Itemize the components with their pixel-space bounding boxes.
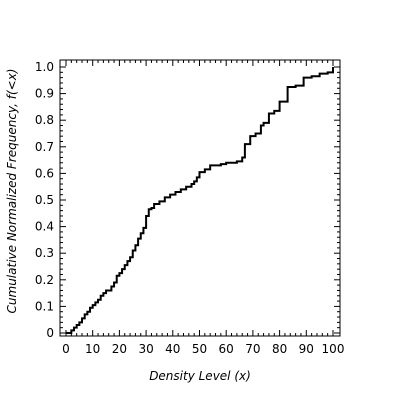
x-tick-label: 40 [165,342,180,356]
x-tick-label: 10 [85,342,100,356]
x-tick-labels: 0 10 20 30 40 50 60 70 80 90 100 [62,342,344,356]
y-tick-label: 0.7 [35,140,54,154]
x-tick-label: 50 [192,342,207,356]
plot-frame [59,59,341,337]
y-tick-labels: 0 0.1 0.2 0.3 0.4 0.5 0.6 0.7 0.8 0.9 1.0 [35,60,54,340]
y-tick-label: 0.4 [35,220,54,234]
x-tick-label: 100 [322,342,345,356]
y-tick-label: 0 [46,326,54,340]
y-tick-label: 0.3 [35,246,54,260]
x-tick-label: 30 [138,342,153,356]
tick-marks [60,60,340,336]
x-tick-label: 90 [299,342,314,356]
y-tick-label: 0.5 [35,193,54,207]
x-tick-label: 0 [62,342,70,356]
y-tick-label: 0.6 [35,166,54,180]
y-axis-title: Cumulative Normalized Frequency, f(<x) [5,69,19,314]
x-tick-label: 20 [112,342,127,356]
cumulative-step-line [66,67,334,334]
y-tick-label: 0.8 [35,113,54,127]
y-tick-label: 0.9 [35,87,54,101]
x-tick-label: 60 [219,342,234,356]
x-tick-label: 70 [245,342,260,356]
y-tick-label: 1.0 [35,60,54,74]
x-axis-title: Density Level (x) [149,369,251,383]
y-tick-label: 0.1 [35,299,54,313]
x-tick-label: 80 [272,342,287,356]
y-tick-label: 0.2 [35,273,54,287]
